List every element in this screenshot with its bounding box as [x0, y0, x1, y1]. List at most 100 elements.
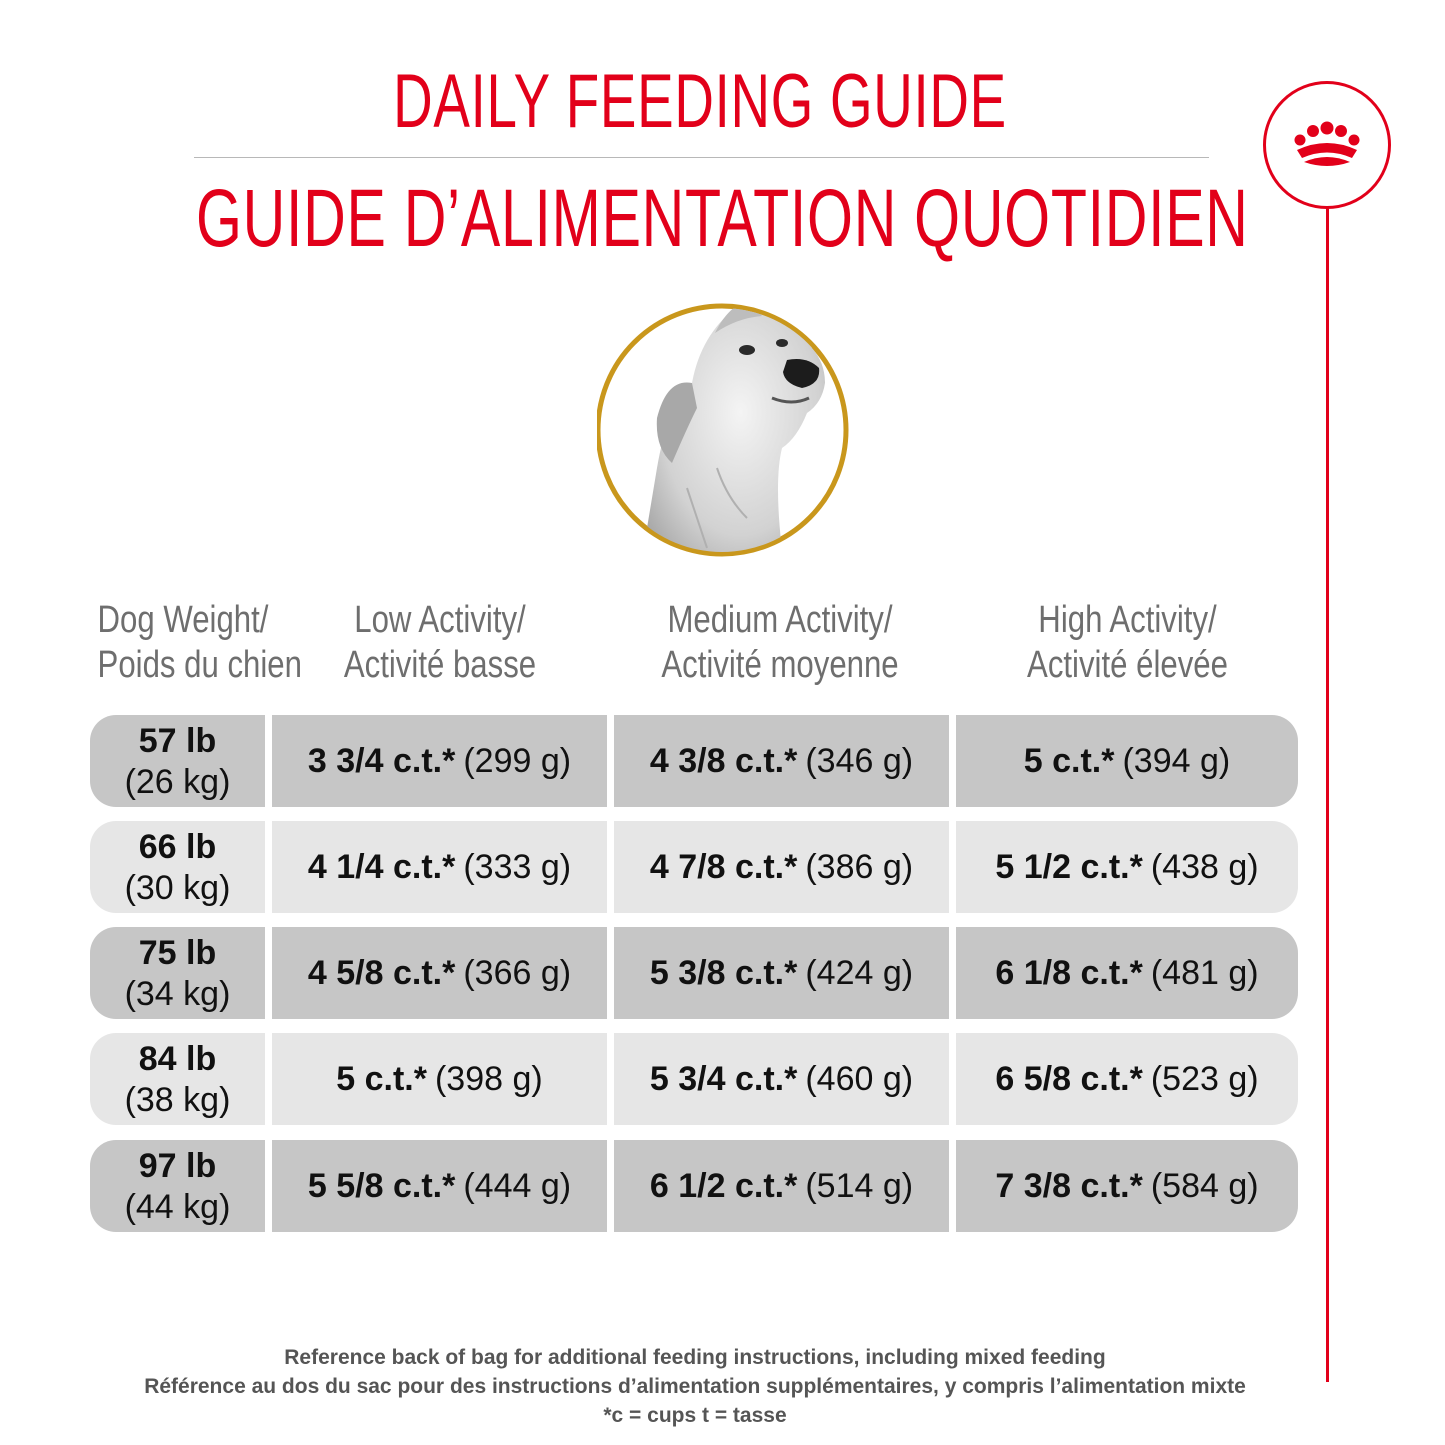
column-divider [265, 1033, 272, 1125]
column-divider [949, 1140, 956, 1232]
cups-value: 5 3/4 c.t.* [649, 1060, 798, 1098]
medium-activity-cell: 4 7/8 c.t.* (386 g) [614, 821, 949, 913]
table-row [90, 927, 1298, 1019]
column-divider [949, 821, 956, 913]
weight-cell: 57 lb (26 kg) [90, 715, 265, 807]
weight-kg: (30 kg) [124, 869, 231, 907]
cups-value: 5 c.t.* [336, 1060, 427, 1098]
grams-value: (299 g) [463, 742, 572, 780]
high-activity-cell: 6 1/8 c.t.* (481 g) [956, 927, 1298, 1019]
cups-value: 5 1/2 c.t.* [995, 848, 1143, 886]
grams-value: (481 g) [1150, 954, 1259, 992]
column-divider [607, 715, 614, 807]
column-divider [949, 1033, 956, 1125]
brand-vertical-line [1326, 208, 1329, 1382]
grams-value: (438 g) [1150, 848, 1259, 886]
low-activity-cell: 5 5/8 c.t.* (444 g) [272, 1140, 607, 1232]
grams-value: (444 g) [463, 1167, 572, 1205]
grams-value: (514 g) [805, 1167, 914, 1205]
weight-lb: 97 lb [138, 1147, 217, 1185]
header-low-activity-en: Low Activity/ [354, 599, 526, 641]
weight-kg: (26 kg) [124, 763, 231, 801]
column-divider [949, 927, 956, 1019]
medium-activity-cell: 6 1/2 c.t.* (514 g) [614, 1140, 949, 1232]
header-dog-weight: Dog Weight/ Poids du chien [97, 598, 302, 688]
header-high-activity: High Activity/ Activité élevée [1002, 598, 1252, 688]
footnote-units: *c = cups t = tasse [603, 1404, 787, 1427]
low-activity-cell: 4 5/8 c.t.* (366 g) [272, 927, 607, 1019]
grams-value: (584 g) [1150, 1167, 1259, 1205]
weight-cell: 66 lb (30 kg) [90, 821, 265, 913]
cups-value: 6 1/8 c.t.* [995, 954, 1143, 992]
grams-value: (424 g) [805, 954, 914, 992]
grams-value: (386 g) [805, 848, 914, 886]
header-high-activity-en: High Activity/ [1038, 599, 1217, 641]
weight-cell: 75 lb (34 kg) [90, 927, 265, 1019]
low-activity-cell: 5 c.t.* (398 g) [272, 1033, 607, 1125]
cups-value: 4 1/4 c.t.* [307, 848, 456, 886]
weight-cell: 84 lb (38 kg) [90, 1033, 265, 1125]
column-divider [607, 821, 614, 913]
column-divider [265, 1140, 272, 1232]
grams-value: (523 g) [1150, 1060, 1259, 1098]
column-divider [265, 715, 272, 807]
low-activity-cell: 3 3/4 c.t.* (299 g) [272, 715, 607, 807]
medium-activity-cell: 5 3/4 c.t.* (460 g) [614, 1033, 949, 1125]
grams-value: (346 g) [805, 742, 914, 780]
weight-kg: (38 kg) [124, 1081, 231, 1119]
table-row [90, 821, 1298, 913]
high-activity-cell: 5 c.t.* (394 g) [956, 715, 1298, 807]
grams-value: (366 g) [463, 954, 572, 992]
low-activity-cell: 4 1/4 c.t.* (333 g) [272, 821, 607, 913]
cups-value: 4 7/8 c.t.* [649, 848, 798, 886]
weight-kg: (44 kg) [124, 1188, 231, 1226]
weight-lb: 66 lb [138, 828, 217, 866]
header-low-activity: Low Activity/ Activité basse [325, 598, 555, 688]
cups-value: 4 5/8 c.t.* [307, 954, 456, 992]
cups-value: 5 5/8 c.t.* [307, 1167, 456, 1205]
header-medium-activity-en: Medium Activity/ [667, 599, 893, 641]
table-row [90, 1140, 1298, 1232]
header-low-activity-fr: Activité basse [343, 644, 537, 686]
column-divider [607, 927, 614, 1019]
title-french: GUIDE D’ALIMENTATION QUOTIDIEN [195, 173, 1249, 264]
cups-value: 5 3/8 c.t.* [649, 954, 798, 992]
column-divider [607, 1140, 614, 1232]
cups-value: 6 1/2 c.t.* [649, 1167, 798, 1205]
header-dog-weight-fr: Poids du chien [97, 644, 302, 686]
grams-value: (394 g) [1122, 742, 1231, 780]
header-high-activity-fr: Activité élevée [1027, 644, 1228, 686]
medium-activity-cell: 5 3/8 c.t.* (424 g) [614, 927, 949, 1019]
header-medium-activity-fr: Activité moyenne [661, 644, 899, 686]
cups-value: 3 3/4 c.t.* [307, 742, 456, 780]
weight-cell: 97 lb (44 kg) [90, 1140, 265, 1232]
table-row [90, 1033, 1298, 1125]
high-activity-cell: 6 5/8 c.t.* (523 g) [956, 1033, 1298, 1125]
table-row [90, 715, 1298, 807]
high-activity-cell: 5 1/2 c.t.* (438 g) [956, 821, 1298, 913]
crown-logo-icon [1263, 81, 1391, 209]
dog-portrait [595, 288, 853, 568]
column-divider [607, 1033, 614, 1125]
weight-lb: 75 lb [138, 934, 217, 972]
title-english: DAILY FEEDING GUIDE [393, 59, 1007, 144]
header-dog-weight-en: Dog Weight/ [97, 599, 269, 641]
high-activity-cell: 7 3/8 c.t.* (584 g) [956, 1140, 1298, 1232]
cups-value: 6 5/8 c.t.* [995, 1060, 1143, 1098]
grams-value: (333 g) [463, 848, 572, 886]
grams-value: (460 g) [805, 1060, 914, 1098]
weight-lb: 57 lb [138, 722, 217, 760]
cups-value: 7 3/8 c.t.* [995, 1167, 1143, 1205]
weight-lb: 84 lb [138, 1040, 217, 1078]
column-divider [265, 821, 272, 913]
grams-value: (398 g) [434, 1060, 543, 1098]
header-medium-activity: Medium Activity/ Activité moyenne [641, 598, 920, 688]
column-divider [949, 715, 956, 807]
footnote-french: Référence au dos du sac pour des instruc… [144, 1375, 1246, 1398]
cups-value: 4 3/8 c.t.* [649, 742, 798, 780]
medium-activity-cell: 4 3/8 c.t.* (346 g) [614, 715, 949, 807]
footnote-english: Reference back of bag for additional fee… [284, 1346, 1106, 1369]
title-divider [194, 157, 1209, 158]
cups-value: 5 c.t.* [1023, 742, 1115, 780]
